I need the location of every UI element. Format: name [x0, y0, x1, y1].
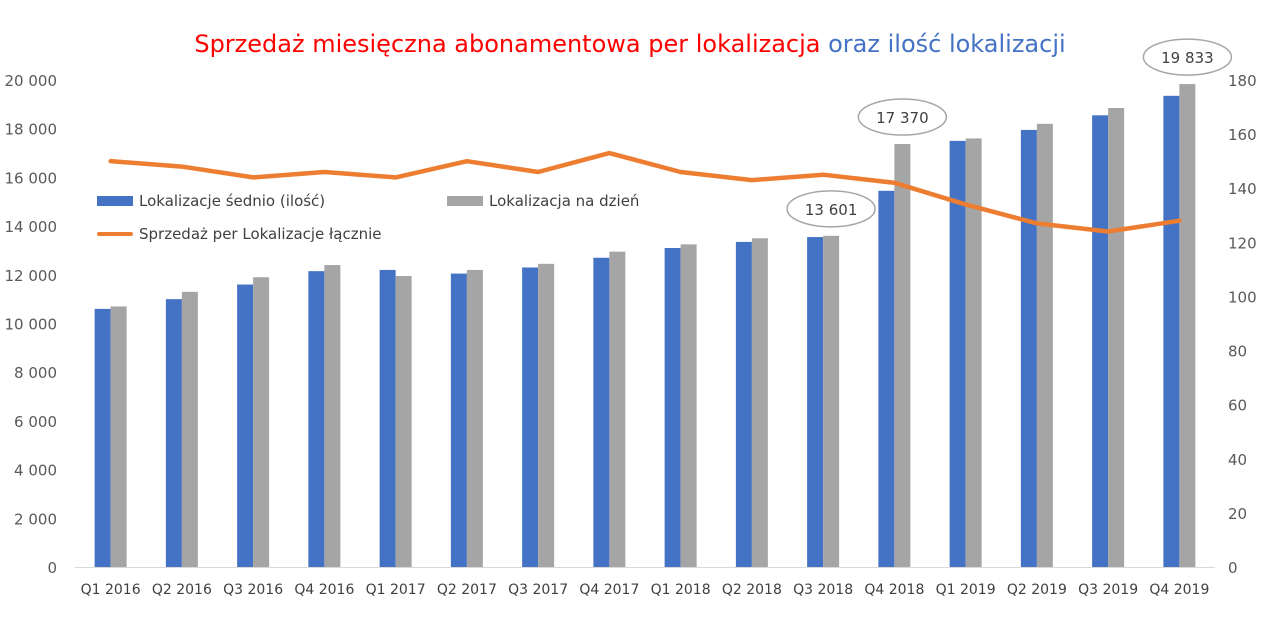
bar-2 [751, 238, 768, 567]
y-left-tick-label: 8 000 [14, 364, 57, 382]
y-right-tick-label: 120 [1228, 234, 1257, 252]
bar-2 [609, 251, 626, 568]
x-tick-label: Q1 2016 [81, 582, 141, 598]
bar-2 [538, 263, 555, 567]
y-right-tick-label: 180 [1228, 72, 1257, 90]
y-right-tick-label: 20 [1228, 505, 1247, 523]
bar-2 [324, 265, 341, 567]
x-tick-label: Q2 2017 [437, 582, 497, 598]
bar-1 [664, 248, 681, 567]
bar-1 [165, 299, 182, 567]
x-tick-label: Q4 2019 [1149, 582, 1209, 598]
bar-1 [379, 269, 396, 567]
bar-1 [807, 237, 824, 567]
bar-1 [1163, 95, 1180, 567]
bar-1 [450, 273, 467, 567]
x-tick-label: Q4 2016 [294, 582, 354, 598]
chart-title-part2: oraz ilość lokalizacji [828, 30, 1066, 58]
x-tick-label: Q2 2018 [722, 582, 782, 598]
legend-label-series-2: Lokalizacja na dzień [489, 192, 640, 210]
chart-title: Sprzedaż miesięczna abonamentowa per lok… [0, 30, 1260, 58]
callout-bubble [786, 190, 876, 228]
bar-2 [466, 269, 483, 567]
bar-2 [894, 144, 911, 567]
x-tick-label: Q4 2018 [864, 582, 924, 598]
x-tick-label: Q1 2017 [366, 582, 426, 598]
x-tick-label: Q3 2017 [508, 582, 568, 598]
y-right-tick-label: 80 [1228, 343, 1247, 361]
y-left-tick-label: 18 000 [5, 121, 58, 139]
y-left-tick-label: 20 000 [5, 72, 58, 90]
bar-1 [1020, 129, 1037, 568]
legend-label-series-3: Sprzedaż per Lokalizacje łącznie [139, 225, 382, 243]
callout-label: 19 833 [1161, 49, 1214, 67]
x-tick-label: Q2 2016 [152, 582, 212, 598]
bar-1 [522, 267, 539, 567]
legend-swatch-series-2 [447, 196, 483, 206]
bar-2 [1179, 84, 1196, 567]
y-left-tick-label: 2 000 [14, 510, 57, 528]
x-tick-label: Q3 2018 [793, 582, 853, 598]
y-right-tick-label: 40 [1228, 451, 1247, 469]
legend-swatch-series-1 [97, 196, 133, 206]
y-left-tick-label: 10 000 [5, 316, 58, 334]
y-right-tick-label: 0 [1228, 559, 1238, 577]
bar-1 [94, 308, 111, 567]
x-tick-label: Q4 2017 [579, 582, 639, 598]
x-tick-label: Q3 2019 [1078, 582, 1138, 598]
bar-2 [395, 276, 412, 567]
legend-label-series-1: Lokalizacje śednio (ilość) [139, 192, 326, 210]
y-left-tick-label: 14 000 [5, 218, 58, 236]
bar-1 [308, 271, 325, 567]
y-right-tick-label: 60 [1228, 397, 1247, 415]
legend-item-series-1: Lokalizacje śednio (ilość) [97, 192, 325, 210]
bar-1 [237, 284, 254, 567]
bar-2 [1108, 108, 1125, 567]
callout-label: 17 370 [876, 109, 929, 127]
callout-label: 13 601 [805, 201, 858, 219]
y-left-tick-label: 6 000 [14, 413, 57, 431]
legend-item-series-2: Lokalizacja na dzień [447, 192, 639, 210]
bar-2 [680, 244, 697, 568]
bar-1 [1092, 115, 1109, 568]
bar-1 [735, 241, 752, 568]
bar-2 [965, 138, 982, 567]
legend-item-series-3: Sprzedaż per Lokalizacje łącznie [97, 225, 382, 243]
bar-2 [253, 277, 270, 567]
callout-bubble [1142, 38, 1233, 76]
x-tick-label: Q3 2016 [223, 582, 283, 598]
bar-2 [181, 291, 198, 567]
y-right-tick-label: 100 [1228, 288, 1257, 306]
x-tick-label: Q1 2018 [651, 582, 711, 598]
y-left-tick-label: 16 000 [5, 169, 58, 187]
legend-swatch-series-3 [97, 232, 133, 236]
y-right-tick-label: 140 [1228, 180, 1257, 198]
y-left-tick-label: 4 000 [14, 462, 57, 480]
x-tick-label: Q2 2019 [1007, 582, 1067, 598]
chart-title-part1: Sprzedaż miesięczna abonamentowa per lok… [194, 30, 821, 58]
x-tick-label: Q1 2019 [936, 582, 996, 598]
y-left-tick-label: 0 [47, 559, 57, 577]
bar-2 [1036, 123, 1053, 567]
bar-2 [823, 235, 840, 567]
callout-bubble [857, 98, 948, 136]
bar-1 [878, 190, 895, 568]
line-series-1 [108, 150, 1182, 234]
y-left-tick-label: 12 000 [5, 267, 58, 285]
bar-1 [949, 140, 966, 567]
bar-2 [110, 306, 127, 567]
y-right-tick-label: 160 [1228, 126, 1257, 144]
bar-1 [593, 257, 610, 567]
